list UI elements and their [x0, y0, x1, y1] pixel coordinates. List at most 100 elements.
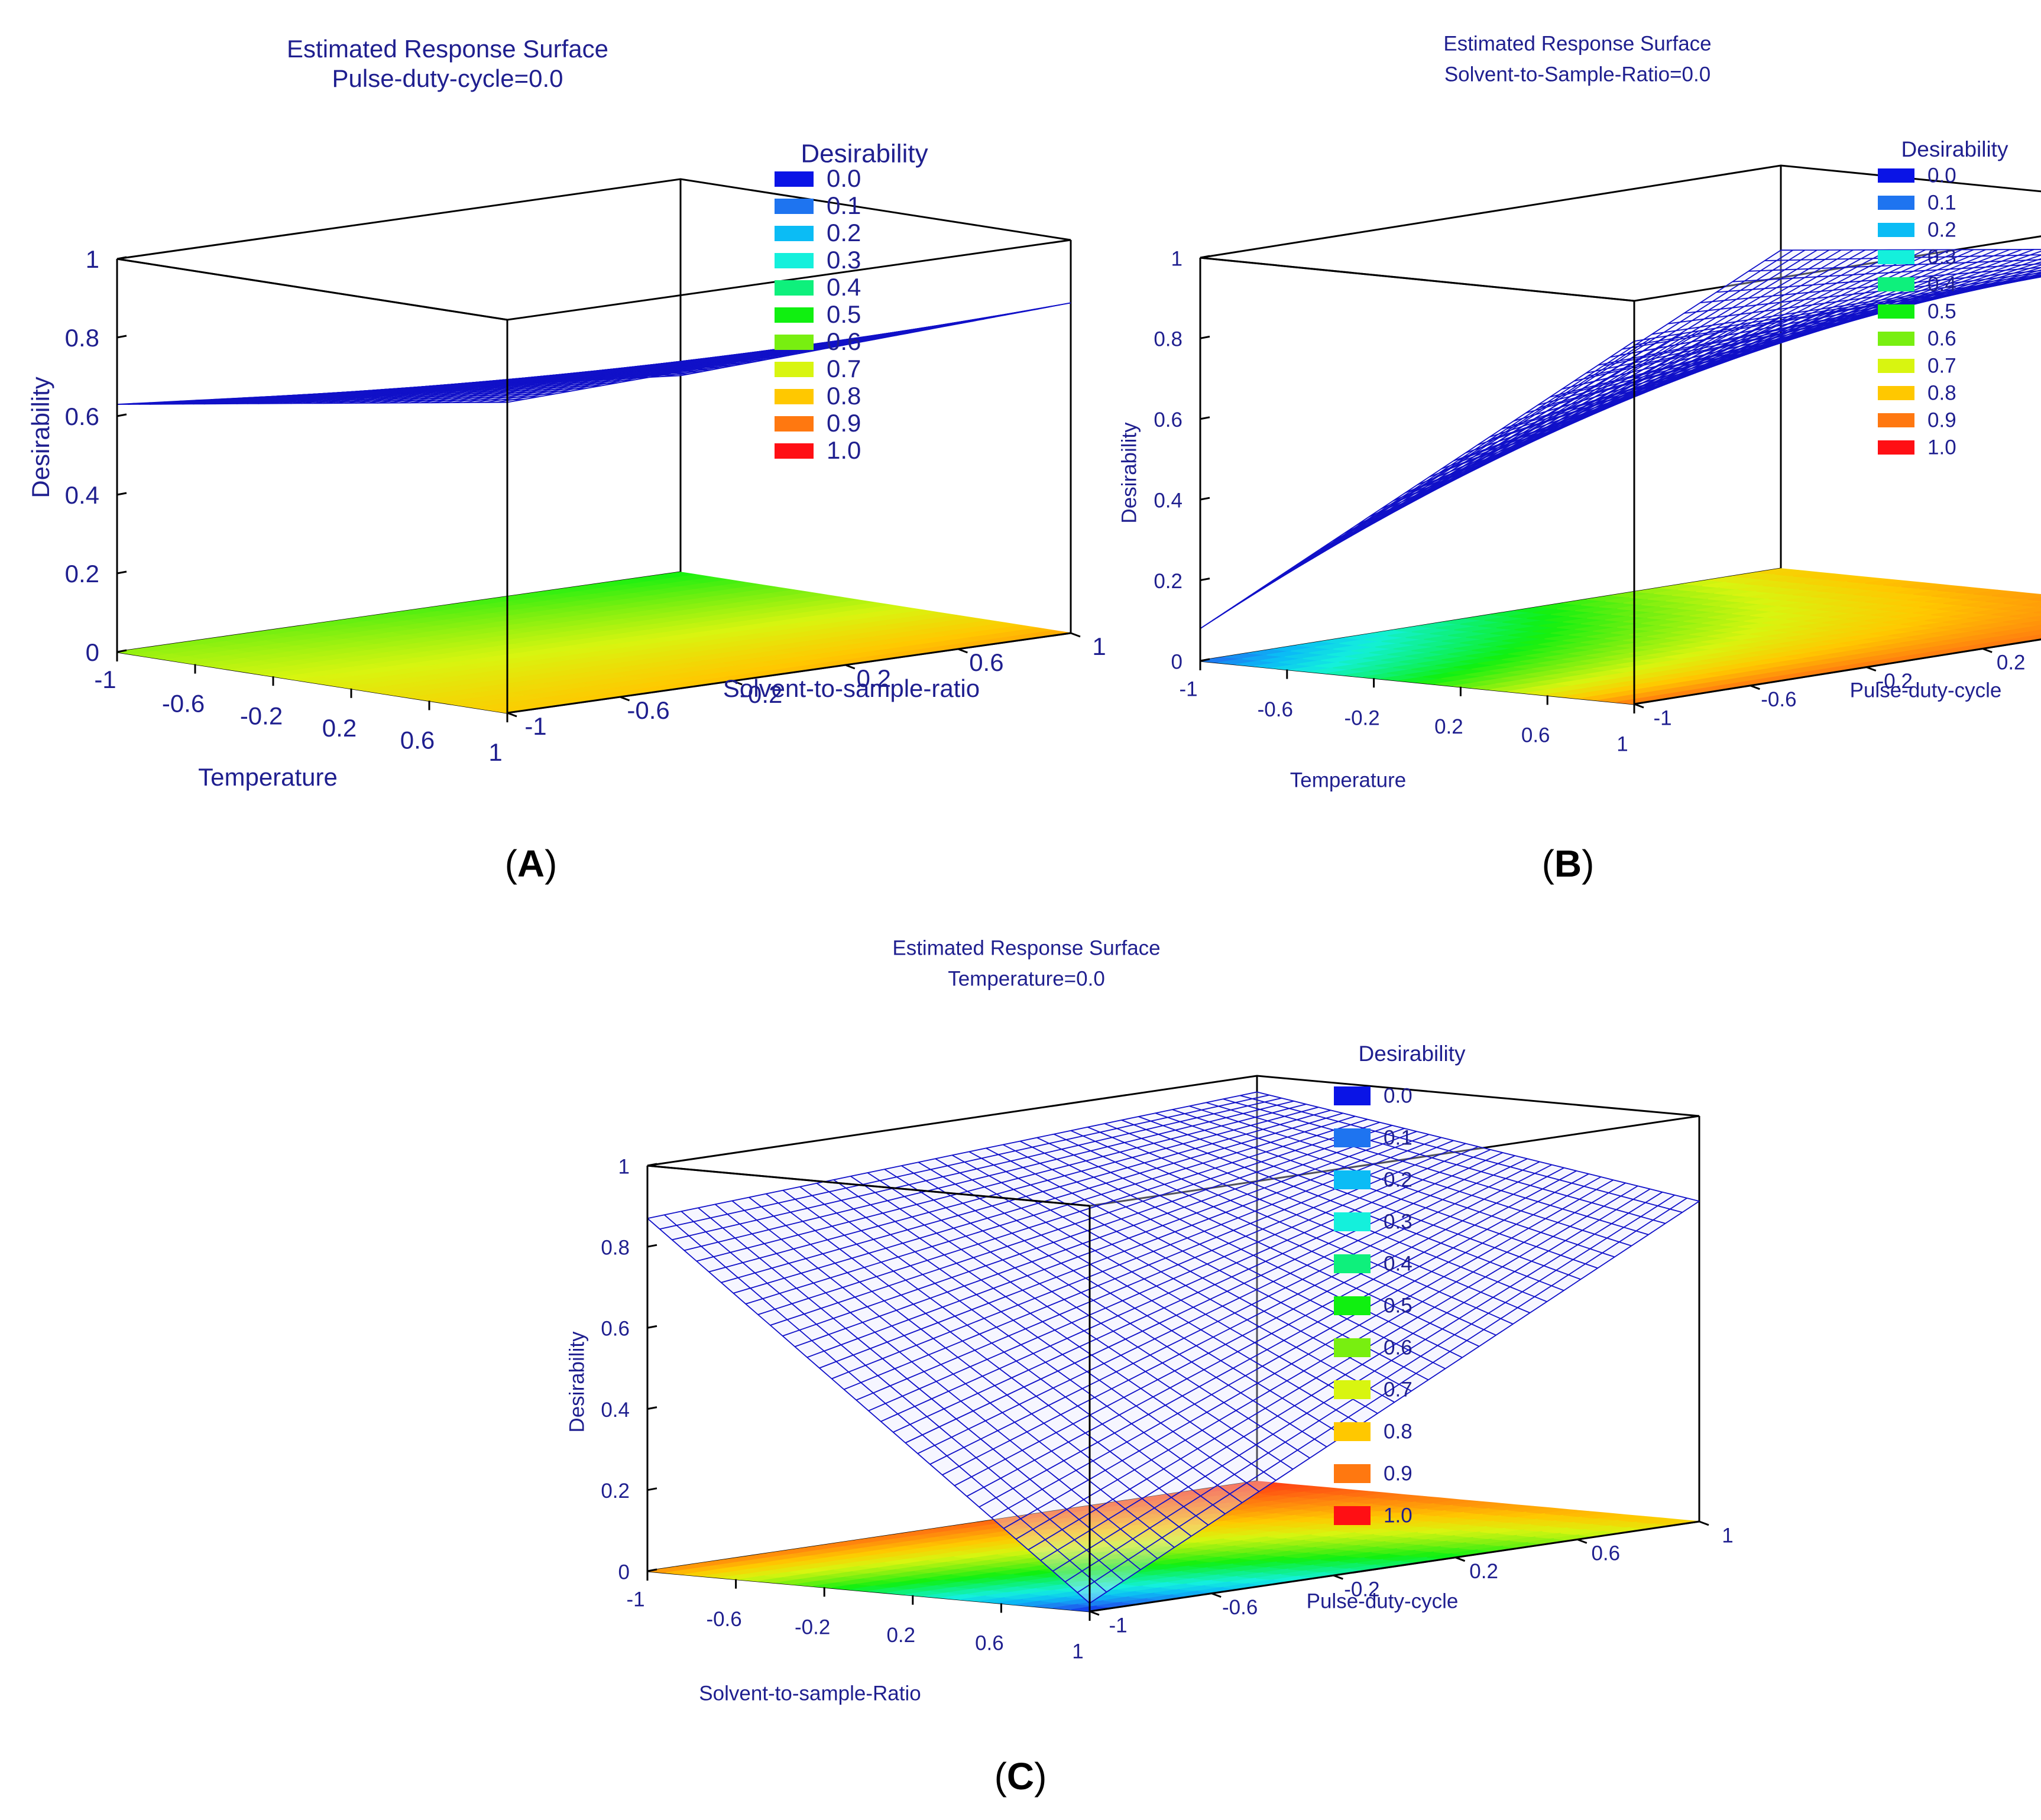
y-tick-mark	[845, 664, 856, 670]
legend-label: 0.0	[827, 164, 861, 192]
x-axis-label: Temperature	[1290, 768, 1406, 791]
legend-swatch	[1334, 1422, 1371, 1441]
axis-box-front	[116, 258, 1071, 714]
y-tick-mark	[1866, 666, 1877, 672]
chart-title: Estimated Response Surface	[1443, 32, 1711, 55]
x-tick-label: -0.2	[240, 702, 283, 729]
surface-mesh	[1200, 249, 2041, 630]
mesh-line	[901, 1165, 1345, 1436]
mesh-line	[1441, 302, 1877, 472]
axis-box-front	[1199, 257, 2041, 705]
floor-cell	[2003, 599, 2041, 606]
legend-label: 0.6	[827, 327, 861, 355]
legend-swatch	[1878, 332, 1914, 346]
legend-swatch	[1878, 168, 1914, 183]
z-tick-label: 0.4	[65, 481, 99, 509]
mesh-line	[833, 1179, 1277, 1481]
y-tick-mark	[1070, 632, 1081, 638]
y-tick-label: 0.6	[969, 648, 1003, 676]
z-tick-mark	[116, 413, 127, 417]
mesh-line	[715, 1203, 1158, 1559]
floor-cell	[2033, 630, 2041, 632]
legend-swatch	[1878, 413, 1914, 427]
floor-cell	[2003, 636, 2041, 643]
x-tick-label: 0.6	[400, 726, 435, 754]
floor-cell	[2027, 615, 2041, 620]
legend-label: 0.3	[827, 246, 861, 274]
mesh-line	[1223, 1098, 1666, 1224]
mesh-line	[1748, 259, 2041, 272]
z-tick-label: 0.4	[1154, 489, 1183, 512]
mesh-line	[1667, 274, 2041, 325]
x-tick-label: -0.6	[162, 690, 205, 718]
legend-swatch	[775, 199, 814, 214]
z-tick-label: 0	[86, 638, 99, 666]
y-axis-label: Solvent-to-sample-ratio	[723, 674, 980, 702]
mesh-line	[1716, 267, 2041, 293]
mesh-line	[1764, 254, 2041, 261]
z-tick-label: 1	[618, 1155, 630, 1178]
contour-floor	[647, 1481, 1700, 1612]
y-tick-mark	[507, 712, 517, 718]
z-axis-label: Desirability	[27, 377, 54, 498]
y-tick-label: -1	[1653, 706, 1671, 729]
x-axis-label: Temperature	[198, 763, 338, 791]
y-tick-label: -0.2	[740, 680, 782, 708]
z-tick-mark	[116, 649, 127, 653]
legend-label: 0.3	[1384, 1210, 1412, 1233]
z-tick-label: 0.6	[65, 403, 99, 430]
z-tick-label: 0.8	[601, 1236, 630, 1259]
legend-label: 0.4	[1384, 1252, 1412, 1275]
legend-swatch	[1334, 1380, 1371, 1399]
legend-label: 0.7	[1927, 354, 1956, 377]
y-tick-label: 0.2	[1469, 1560, 1498, 1583]
z-tick-mark	[1200, 255, 1210, 259]
x-tick-label: 0.6	[1521, 724, 1550, 747]
box-front-edge	[1089, 1520, 1700, 1613]
y-tick-label: -1	[1109, 1614, 1127, 1637]
legend-title: Desirability	[1901, 137, 2008, 161]
legend-label: 1.0	[1927, 436, 1956, 459]
mesh-line	[132, 399, 523, 404]
axis-box-front	[646, 1164, 1700, 1613]
floor-cell	[2021, 620, 2041, 627]
y-tick-mark	[620, 696, 630, 702]
legend-swatch	[775, 362, 814, 377]
z-tick-label: 0.2	[1154, 570, 1183, 593]
mesh-line	[935, 1158, 1378, 1414]
floor-cell	[2009, 631, 2041, 638]
z-tick-label: 0.2	[601, 1480, 630, 1503]
chart-panel-b: 0 0.2 0.4 0.6 0.8 1 -1 -0.6 -0.2 0.2 0.6 1 -1 -0.6 -0.…	[1117, 32, 2041, 885]
legend-label: 0.0	[1384, 1084, 1412, 1107]
mesh-line	[1587, 279, 2021, 377]
legend: Desirability 0.0 0.1 0.2 0.3 0.4 0.5 0.6 0.7 0.8 0…	[1334, 1042, 1466, 1527]
x-tick-label: 1	[488, 738, 502, 766]
legend-label: 0.1	[1927, 191, 1956, 214]
legend-swatch	[775, 307, 814, 323]
legend-swatch	[1878, 440, 1914, 455]
legend-label: 0.1	[1384, 1126, 1412, 1149]
floor-cell	[2010, 593, 2041, 600]
legend-label: 0.1	[827, 192, 861, 219]
legend-title: Desirability	[801, 139, 928, 168]
chart-title: Estimated Response Surface	[892, 936, 1160, 959]
y-tick-label: 1	[1092, 632, 1106, 660]
y-tick-mark	[1089, 1610, 1100, 1616]
z-tick-label: 0.2	[65, 560, 99, 588]
legend-swatch	[1878, 277, 1914, 291]
y-tick-label: 0.6	[1591, 1542, 1620, 1565]
legend-swatch	[1334, 1170, 1371, 1189]
y-tick-mark	[1577, 1538, 1588, 1544]
legend-label: 0.6	[1927, 327, 1956, 350]
mesh-line	[1070, 1130, 1514, 1325]
y-axis-label: Pulse-duty-cycle	[1307, 1589, 1459, 1613]
z-tick-mark	[647, 1163, 657, 1167]
mesh-line	[1651, 275, 2041, 335]
legend-swatch	[1878, 304, 1914, 319]
legend-label: 0.9	[1384, 1462, 1412, 1485]
z-tick-mark	[1200, 416, 1210, 420]
legend-title: Desirability	[1359, 1042, 1466, 1066]
legend-swatch	[775, 335, 814, 350]
legend-label: 0.9	[827, 409, 861, 437]
z-tick-mark	[116, 492, 127, 496]
